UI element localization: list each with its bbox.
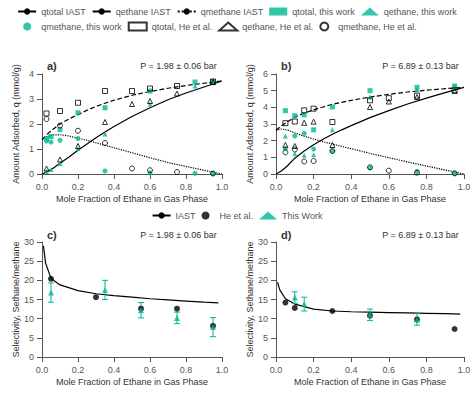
svg-text:6: 6	[263, 69, 268, 79]
svg-text:b): b)	[281, 60, 292, 72]
svg-text:qethane, He et al.: qethane, He et al.	[242, 22, 313, 32]
svg-text:Selectivity, Sethane/methane: Selectivity, Sethane/methane	[11, 242, 21, 358]
svg-text:0.4: 0.4	[345, 365, 358, 375]
svg-text:0.6: 0.6	[144, 365, 157, 375]
svg-text:c): c)	[47, 229, 57, 241]
svg-text:He et al.: He et al.	[220, 211, 254, 221]
svg-text:0.0: 0.0	[36, 182, 49, 192]
svg-text:qmethane, this work: qmethane, this work	[41, 22, 122, 32]
svg-text:0.4: 0.4	[345, 182, 358, 192]
svg-text:0: 0	[29, 169, 34, 179]
svg-text:Mole Fraction of Ethane in Gas: Mole Fraction of Ethane in Gas Phase	[56, 194, 208, 204]
svg-text:2: 2	[29, 119, 34, 129]
svg-text:1: 1	[29, 144, 34, 154]
svg-text:30: 30	[258, 237, 268, 247]
svg-text:0.0: 0.0	[270, 182, 283, 192]
svg-text:P = 1.98 ± 0.06 bar: P = 1.98 ± 0.06 bar	[140, 230, 217, 240]
svg-text:20: 20	[24, 275, 34, 285]
svg-text:Amount Adsorbed, q (mmol/g): Amount Adsorbed, q (mmol/g)	[11, 64, 21, 184]
svg-text:qmethane, He et al.: qmethane, He et al.	[338, 22, 417, 32]
svg-text:25: 25	[24, 256, 34, 266]
svg-text:Mole Fraction of Ethane in Gas: Mole Fraction of Ethane in Gas Phase	[294, 377, 446, 387]
svg-text:0: 0	[263, 352, 268, 362]
svg-text:0.6: 0.6	[144, 182, 157, 192]
svg-text:0.8: 0.8	[420, 365, 433, 375]
svg-text:This Work: This Work	[282, 211, 323, 221]
svg-text:0.2: 0.2	[72, 182, 85, 192]
svg-text:10: 10	[24, 314, 34, 324]
svg-text:0.2: 0.2	[307, 365, 320, 375]
svg-text:Mole Fraction of Ethane in Gas: Mole Fraction of Ethane in Gas Phase	[294, 194, 446, 204]
svg-text:0.6: 0.6	[383, 182, 396, 192]
svg-text:0.8: 0.8	[180, 365, 193, 375]
svg-text:qtotal, He et al.: qtotal, He et al.	[152, 22, 213, 32]
svg-text:1.0: 1.0	[458, 365, 471, 375]
svg-text:0.2: 0.2	[307, 182, 320, 192]
svg-text:Mole Fraction of Ethane in Gas: Mole Fraction of Ethane in Gas Phase	[56, 377, 208, 387]
svg-text:0.6: 0.6	[383, 365, 396, 375]
svg-text:3: 3	[263, 119, 268, 129]
svg-text:1.0: 1.0	[216, 365, 229, 375]
svg-text:3: 3	[29, 94, 34, 104]
svg-text:1: 1	[263, 152, 268, 162]
svg-text:a): a)	[47, 60, 57, 72]
svg-text:0.0: 0.0	[36, 365, 49, 375]
svg-text:0.4: 0.4	[108, 182, 121, 192]
svg-text:0.4: 0.4	[108, 365, 121, 375]
svg-text:Selectivity, Sethane/methane: Selectivity, Sethane/methane	[245, 242, 255, 358]
svg-text:P = 1.98 ± 0.06 bar: P = 1.98 ± 0.06 bar	[140, 61, 217, 71]
svg-text:P = 6.89 ± 0.13 bar: P = 6.89 ± 0.13 bar	[382, 230, 459, 240]
svg-text:qmethane IAST: qmethane IAST	[201, 7, 264, 17]
svg-text:Amount Adsorbed, q (mmol/g): Amount Adsorbed, q (mmol/g)	[245, 64, 255, 184]
svg-text:4: 4	[263, 102, 268, 112]
svg-text:4: 4	[29, 69, 34, 79]
svg-text:5: 5	[29, 333, 34, 343]
svg-text:qethane IAST: qethane IAST	[116, 7, 172, 17]
svg-text:5: 5	[263, 333, 268, 343]
svg-text:qethane, this work: qethane, this work	[384, 7, 458, 17]
svg-text:d): d)	[281, 229, 292, 241]
svg-text:30: 30	[24, 237, 34, 247]
svg-text:15: 15	[258, 295, 268, 305]
svg-text:5: 5	[263, 86, 268, 96]
svg-text:15: 15	[24, 295, 34, 305]
svg-text:10: 10	[258, 314, 268, 324]
svg-text:0.0: 0.0	[270, 365, 283, 375]
svg-text:P = 6.89 ± 0.13 bar: P = 6.89 ± 0.13 bar	[382, 61, 459, 71]
svg-text:2: 2	[263, 136, 268, 146]
svg-text:0.8: 0.8	[180, 182, 193, 192]
svg-text:0: 0	[29, 352, 34, 362]
svg-text:qtotal, this work: qtotal, this work	[292, 7, 355, 17]
svg-text:qtotal IAST: qtotal IAST	[41, 7, 86, 17]
svg-text:20: 20	[258, 275, 268, 285]
svg-text:IAST: IAST	[176, 211, 197, 221]
svg-text:0: 0	[263, 169, 268, 179]
svg-text:0.8: 0.8	[420, 182, 433, 192]
svg-text:1.0: 1.0	[216, 182, 229, 192]
svg-text:0.2: 0.2	[72, 365, 85, 375]
svg-text:1.0: 1.0	[458, 182, 471, 192]
svg-text:25: 25	[258, 256, 268, 266]
